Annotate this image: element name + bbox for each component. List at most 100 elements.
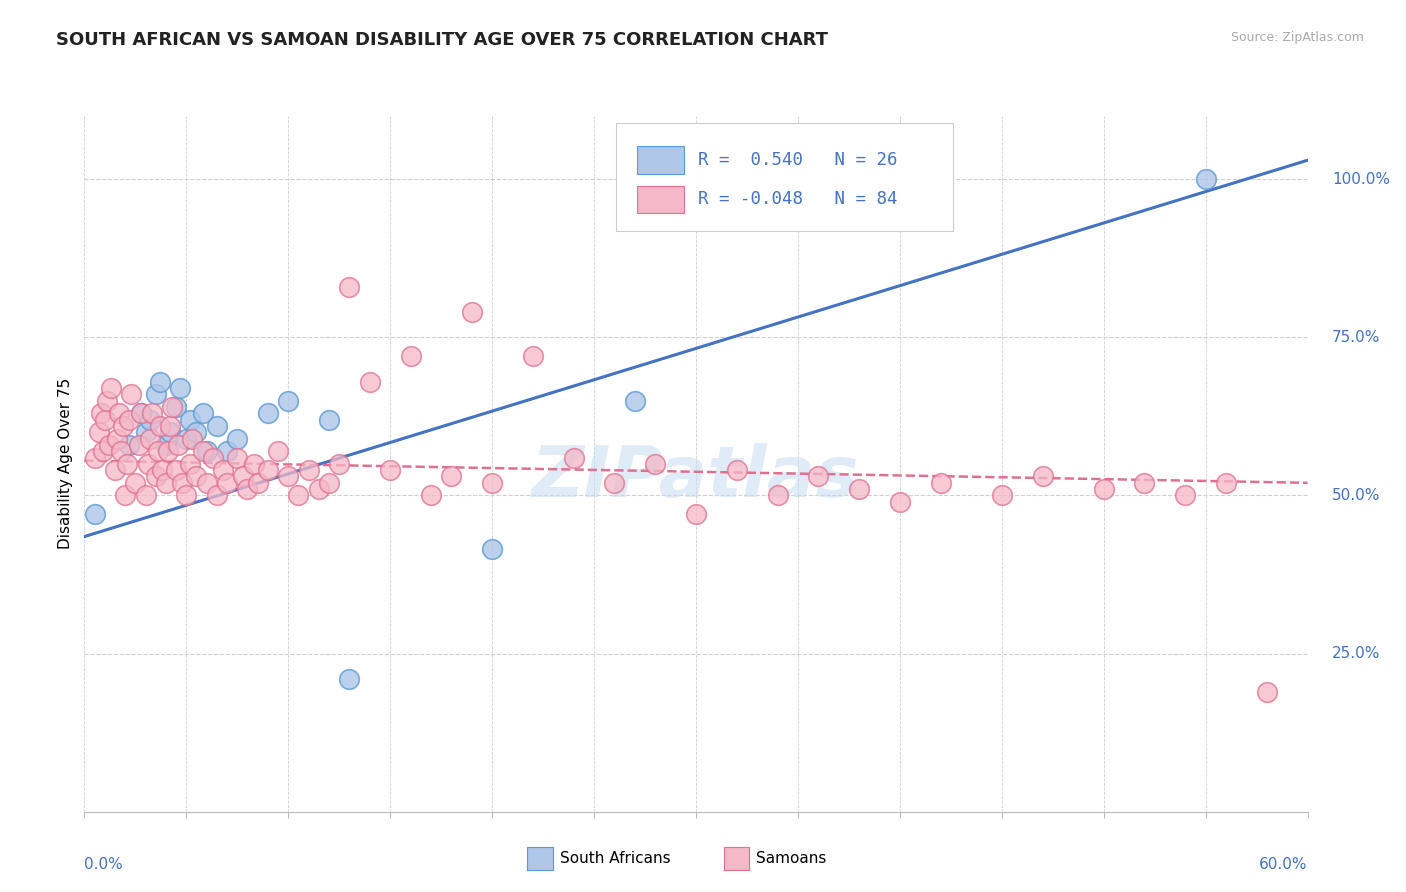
Point (1195, 172, 1218, 186)
Text: Samoans: Samoans (756, 851, 827, 865)
Point (991, 488, 1014, 502)
Point (149, 418, 172, 433)
Point (232, 469, 254, 483)
Point (440, 469, 463, 483)
Point (159, 425, 181, 440)
Point (236, 482, 259, 496)
Point (141, 406, 163, 420)
Point (169, 381, 191, 395)
Point (131, 406, 153, 420)
Point (159, 418, 181, 433)
Point (83, 450, 105, 465)
Point (108, 406, 131, 420)
Point (167, 438, 190, 452)
Point (461, 305, 484, 319)
Point (212, 463, 235, 477)
Point (186, 469, 208, 483)
Point (138, 432, 160, 446)
Point (1092, 482, 1115, 496)
Point (179, 457, 201, 471)
Point (318, 475, 340, 490)
Point (149, 375, 172, 389)
Point (929, 475, 952, 490)
Point (128, 438, 150, 452)
Point (380, 463, 402, 477)
Point (186, 425, 208, 440)
Bar (637, 186, 683, 213)
Point (105, 432, 128, 446)
Point (277, 393, 299, 408)
Point (112, 418, 135, 433)
Point (174, 432, 197, 446)
Point (298, 463, 321, 477)
Point (110, 444, 132, 458)
Point (181, 432, 204, 446)
Point (118, 412, 141, 426)
Point (308, 482, 330, 496)
Point (96, 393, 118, 408)
Point (114, 488, 136, 502)
Point (242, 457, 264, 471)
Point (562, 450, 585, 465)
Point (257, 406, 280, 420)
Point (131, 406, 153, 420)
Point (277, 469, 299, 483)
Point (100, 381, 122, 395)
Point (155, 475, 177, 490)
Point (226, 450, 249, 465)
Point (807, 469, 830, 483)
Text: 50.0%: 50.0% (1331, 488, 1381, 503)
Bar (637, 146, 683, 174)
Point (156, 444, 179, 458)
Point (1032, 469, 1054, 483)
Point (287, 488, 309, 502)
Point (179, 412, 201, 426)
Text: R = -0.048   N = 84: R = -0.048 N = 84 (699, 191, 898, 209)
Point (138, 412, 160, 426)
Point (172, 475, 194, 490)
Point (104, 463, 127, 477)
Point (191, 444, 214, 458)
Text: 25.0%: 25.0% (1331, 646, 1381, 661)
Point (481, 475, 503, 490)
Text: 0.0%: 0.0% (84, 857, 124, 872)
Point (318, 412, 340, 426)
Point (328, 457, 350, 471)
Point (217, 475, 239, 490)
Text: Source: ZipAtlas.com: Source: ZipAtlas.com (1230, 31, 1364, 45)
Point (1215, 475, 1237, 490)
Point (191, 406, 214, 420)
Point (118, 438, 141, 452)
Point (685, 508, 707, 522)
Point (1133, 475, 1156, 490)
Point (201, 450, 224, 465)
FancyBboxPatch shape (616, 123, 953, 231)
Text: 75.0%: 75.0% (1331, 330, 1381, 345)
Point (135, 488, 157, 502)
Point (766, 488, 789, 502)
Point (91, 444, 114, 458)
Point (124, 475, 146, 490)
Point (120, 387, 142, 401)
Text: ZIPatlas: ZIPatlas (533, 443, 859, 512)
Point (87, 425, 110, 440)
Text: 100.0%: 100.0% (1331, 172, 1391, 186)
Point (246, 475, 269, 490)
Point (165, 400, 187, 414)
Text: 60.0%: 60.0% (1260, 857, 1308, 872)
Point (848, 482, 870, 496)
Point (226, 432, 249, 446)
Point (420, 488, 443, 502)
Point (205, 488, 228, 502)
Point (522, 349, 544, 363)
Point (1174, 488, 1197, 502)
Point (195, 444, 218, 458)
Point (217, 444, 239, 458)
Point (603, 475, 626, 490)
Text: R =  0.540   N = 26: R = 0.540 N = 26 (699, 151, 898, 169)
Point (644, 457, 666, 471)
Point (624, 393, 647, 408)
Point (889, 495, 911, 509)
Point (136, 457, 159, 471)
Point (399, 349, 422, 363)
